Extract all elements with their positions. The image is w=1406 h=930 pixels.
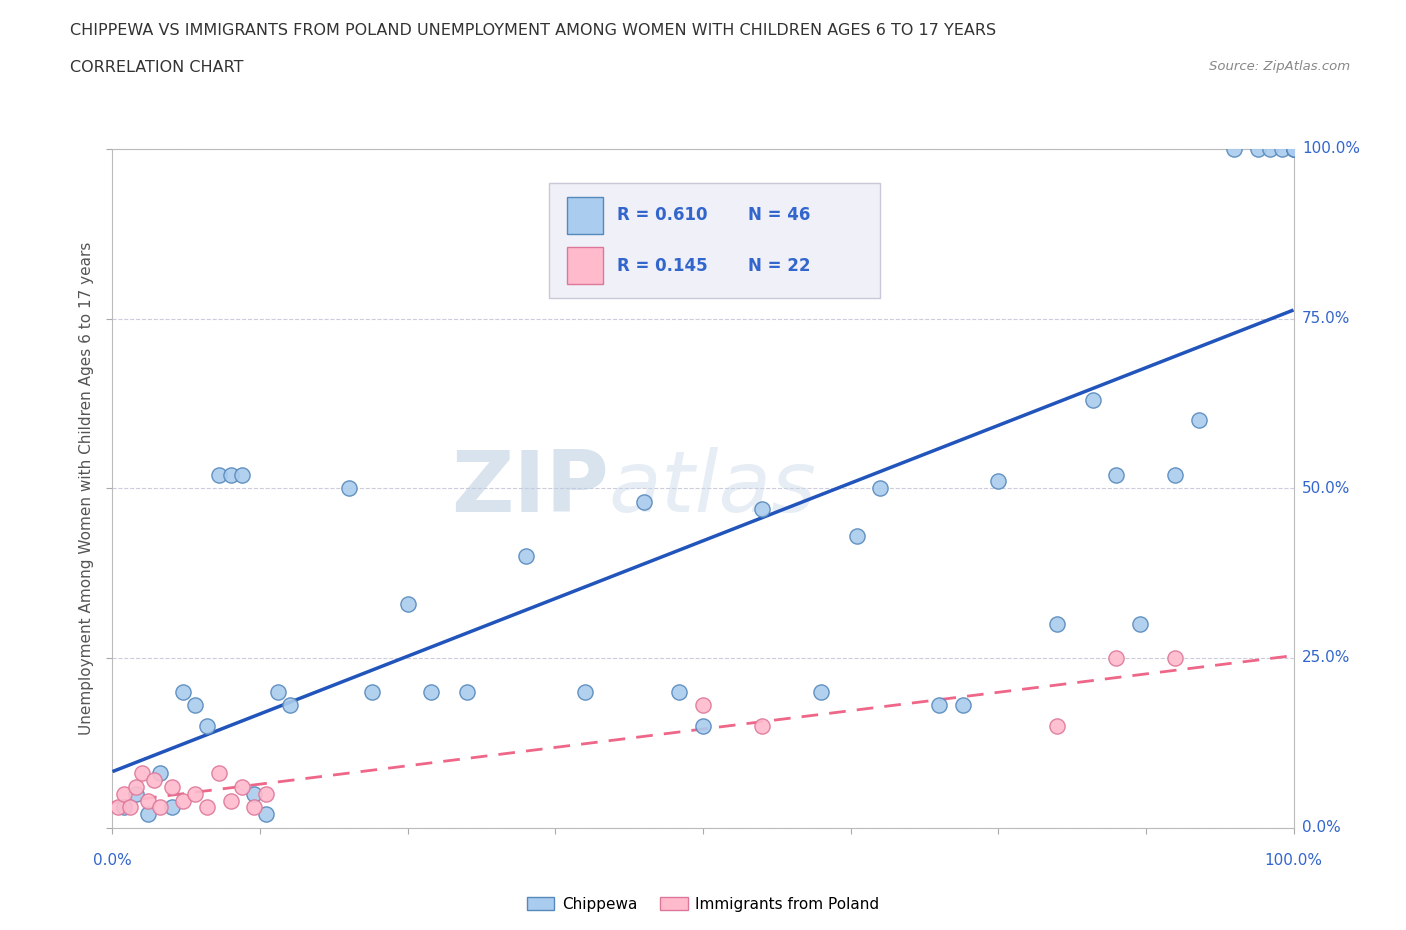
Point xyxy=(142,773,165,788)
Point xyxy=(845,528,868,543)
Text: CORRELATION CHART: CORRELATION CHART xyxy=(70,60,243,75)
Point xyxy=(1105,467,1128,482)
Point xyxy=(136,793,159,808)
Point xyxy=(1282,141,1305,156)
Bar xyxy=(567,247,603,285)
Point xyxy=(751,718,773,733)
Point xyxy=(1282,141,1305,156)
Point xyxy=(1164,651,1187,666)
Point xyxy=(195,718,218,733)
Text: 0.0%: 0.0% xyxy=(93,853,132,868)
FancyBboxPatch shape xyxy=(550,182,880,299)
Point xyxy=(515,549,537,564)
Point xyxy=(987,474,1010,489)
Point xyxy=(574,684,596,699)
Text: 100.0%: 100.0% xyxy=(1264,853,1323,868)
Point xyxy=(928,698,950,713)
Point xyxy=(149,766,172,781)
Text: 50.0%: 50.0% xyxy=(1302,481,1350,496)
Point xyxy=(1105,651,1128,666)
Point xyxy=(219,793,242,808)
Point xyxy=(1247,141,1270,156)
Text: R = 0.610: R = 0.610 xyxy=(617,206,707,224)
Point xyxy=(195,800,218,815)
Point xyxy=(396,596,419,611)
Point xyxy=(172,684,194,699)
Point xyxy=(1282,141,1305,156)
Point xyxy=(1271,141,1294,156)
Point xyxy=(1188,413,1211,428)
Legend: Chippewa, Immigrants from Poland: Chippewa, Immigrants from Poland xyxy=(520,890,886,918)
Point xyxy=(668,684,690,699)
Text: CHIPPEWA VS IMMIGRANTS FROM POLAND UNEMPLOYMENT AMONG WOMEN WITH CHILDREN AGES 6: CHIPPEWA VS IMMIGRANTS FROM POLAND UNEMP… xyxy=(70,23,997,38)
Point xyxy=(172,793,194,808)
Point xyxy=(112,800,135,815)
Text: 75.0%: 75.0% xyxy=(1302,311,1350,326)
Text: atlas: atlas xyxy=(609,446,817,530)
Point xyxy=(952,698,974,713)
Point xyxy=(125,779,148,794)
Point xyxy=(160,779,183,794)
Point xyxy=(692,698,714,713)
Point xyxy=(136,806,159,821)
Point xyxy=(125,787,148,802)
Text: ZIP: ZIP xyxy=(451,446,609,530)
Point xyxy=(243,800,266,815)
Point xyxy=(692,718,714,733)
Point xyxy=(1282,141,1305,156)
Point xyxy=(219,467,242,482)
Point xyxy=(1258,141,1281,156)
Point xyxy=(278,698,301,713)
Point xyxy=(208,467,231,482)
Point xyxy=(810,684,832,699)
Point xyxy=(184,787,207,802)
Point xyxy=(231,779,253,794)
Point xyxy=(208,766,231,781)
Point xyxy=(243,787,266,802)
Point xyxy=(149,800,172,815)
Y-axis label: Unemployment Among Women with Children Ages 6 to 17 years: Unemployment Among Women with Children A… xyxy=(79,242,94,735)
Point xyxy=(337,481,360,496)
Point xyxy=(361,684,384,699)
Point xyxy=(107,800,129,815)
Point xyxy=(869,481,891,496)
Point xyxy=(231,467,253,482)
Text: N = 46: N = 46 xyxy=(748,206,810,224)
Point xyxy=(1046,718,1069,733)
Point xyxy=(1164,467,1187,482)
Bar xyxy=(567,196,603,233)
Point xyxy=(254,806,277,821)
Point xyxy=(1223,141,1246,156)
Point xyxy=(1129,617,1152,631)
Point xyxy=(160,800,183,815)
Point xyxy=(112,787,135,802)
Point xyxy=(751,501,773,516)
Text: 0.0%: 0.0% xyxy=(1302,820,1340,835)
Point xyxy=(254,787,277,802)
Point xyxy=(1046,617,1069,631)
Point xyxy=(456,684,478,699)
Point xyxy=(1081,392,1104,407)
Point xyxy=(420,684,443,699)
Text: R = 0.145: R = 0.145 xyxy=(617,257,707,275)
Point xyxy=(267,684,290,699)
Text: 100.0%: 100.0% xyxy=(1302,141,1360,156)
Point xyxy=(131,766,153,781)
Text: Source: ZipAtlas.com: Source: ZipAtlas.com xyxy=(1209,60,1350,73)
Point xyxy=(184,698,207,713)
Point xyxy=(633,495,655,510)
Point xyxy=(120,800,142,815)
Text: 25.0%: 25.0% xyxy=(1302,650,1350,666)
Text: N = 22: N = 22 xyxy=(748,257,810,275)
